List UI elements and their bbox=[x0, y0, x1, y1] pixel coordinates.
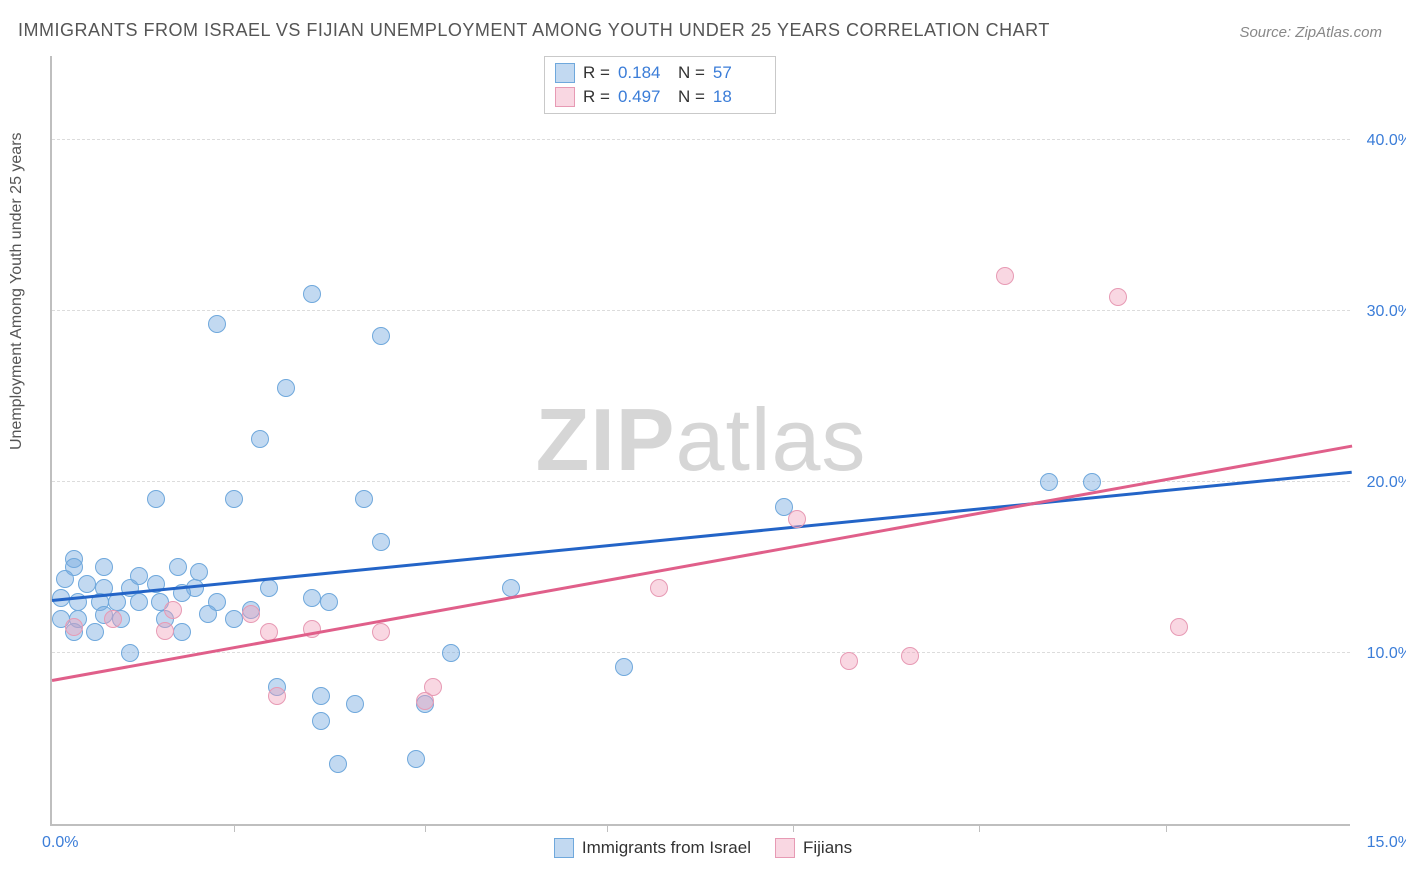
data-point bbox=[121, 644, 139, 662]
data-point bbox=[208, 315, 226, 333]
data-point bbox=[86, 623, 104, 641]
data-point bbox=[901, 647, 919, 665]
x-tick bbox=[979, 824, 980, 832]
y-axis-label: Unemployment Among Youth under 25 years bbox=[8, 132, 26, 450]
x-tick bbox=[234, 824, 235, 832]
legend-r-label: R = bbox=[583, 87, 610, 107]
data-point bbox=[372, 623, 390, 641]
data-point bbox=[320, 593, 338, 611]
data-point bbox=[312, 712, 330, 730]
gridline bbox=[52, 310, 1350, 311]
x-tick bbox=[607, 824, 608, 832]
data-point bbox=[303, 285, 321, 303]
data-point bbox=[199, 605, 217, 623]
watermark: ZIPatlas bbox=[536, 389, 867, 491]
data-point bbox=[312, 687, 330, 705]
data-point bbox=[78, 575, 96, 593]
legend-label: Immigrants from Israel bbox=[582, 838, 751, 858]
legend-n-value: 57 bbox=[713, 63, 765, 83]
data-point bbox=[1040, 473, 1058, 491]
data-point bbox=[840, 652, 858, 670]
legend-r-value: 0.184 bbox=[618, 63, 670, 83]
legend-n-value: 18 bbox=[713, 87, 765, 107]
series-legend: Immigrants from Israel Fijians bbox=[0, 838, 1406, 858]
legend-item: Fijians bbox=[775, 838, 852, 858]
plot-area: ZIPatlas 10.0%20.0%30.0%40.0%0.0%15.0% bbox=[50, 56, 1350, 826]
data-point bbox=[346, 695, 364, 713]
y-tick-label: 40.0% bbox=[1357, 132, 1406, 150]
data-point bbox=[442, 644, 460, 662]
data-point bbox=[147, 490, 165, 508]
gridline bbox=[52, 139, 1350, 140]
legend-r-label: R = bbox=[583, 63, 610, 83]
legend-row: R = 0.184 N = 57 bbox=[555, 61, 765, 85]
trend-line bbox=[52, 471, 1352, 602]
data-point bbox=[65, 618, 83, 636]
chart-title: IMMIGRANTS FROM ISRAEL VS FIJIAN UNEMPLO… bbox=[18, 20, 1050, 41]
data-point bbox=[407, 750, 425, 768]
x-tick bbox=[425, 824, 426, 832]
data-point bbox=[260, 579, 278, 597]
chart-container: IMMIGRANTS FROM ISRAEL VS FIJIAN UNEMPLO… bbox=[0, 0, 1406, 892]
correlation-legend: R = 0.184 N = 57 R = 0.497 N = 18 bbox=[544, 56, 776, 114]
data-point bbox=[372, 533, 390, 551]
y-tick-label: 10.0% bbox=[1357, 645, 1406, 663]
legend-label: Fijians bbox=[803, 838, 852, 858]
data-point bbox=[416, 692, 434, 710]
source-label: Source: ZipAtlas.com bbox=[1239, 24, 1382, 41]
data-point bbox=[225, 610, 243, 628]
data-point bbox=[169, 558, 187, 576]
data-point bbox=[251, 430, 269, 448]
data-point bbox=[329, 755, 347, 773]
legend-item: Immigrants from Israel bbox=[554, 838, 751, 858]
data-point bbox=[277, 379, 295, 397]
data-point bbox=[56, 570, 74, 588]
legend-swatch bbox=[775, 838, 795, 858]
data-point bbox=[1083, 473, 1101, 491]
legend-r-value: 0.497 bbox=[618, 87, 670, 107]
data-point bbox=[788, 510, 806, 528]
data-point bbox=[996, 267, 1014, 285]
data-point bbox=[190, 563, 208, 581]
data-point bbox=[1170, 618, 1188, 636]
data-point bbox=[650, 579, 668, 597]
data-point bbox=[355, 490, 373, 508]
data-point bbox=[164, 601, 182, 619]
y-tick-label: 20.0% bbox=[1357, 474, 1406, 492]
x-tick bbox=[1166, 824, 1167, 832]
legend-swatch bbox=[554, 838, 574, 858]
legend-swatch bbox=[555, 87, 575, 107]
x-tick bbox=[793, 824, 794, 832]
data-point bbox=[225, 490, 243, 508]
data-point bbox=[95, 558, 113, 576]
gridline bbox=[52, 652, 1350, 653]
data-point bbox=[156, 622, 174, 640]
data-point bbox=[303, 589, 321, 607]
data-point bbox=[104, 610, 122, 628]
data-point bbox=[130, 567, 148, 585]
data-point bbox=[372, 327, 390, 345]
legend-swatch bbox=[555, 63, 575, 83]
data-point bbox=[615, 658, 633, 676]
legend-n-label: N = bbox=[678, 63, 705, 83]
data-point bbox=[173, 623, 191, 641]
data-point bbox=[130, 593, 148, 611]
data-point bbox=[268, 687, 286, 705]
legend-n-label: N = bbox=[678, 87, 705, 107]
legend-row: R = 0.497 N = 18 bbox=[555, 85, 765, 109]
y-tick-label: 30.0% bbox=[1357, 303, 1406, 321]
data-point bbox=[1109, 288, 1127, 306]
data-point bbox=[242, 605, 260, 623]
